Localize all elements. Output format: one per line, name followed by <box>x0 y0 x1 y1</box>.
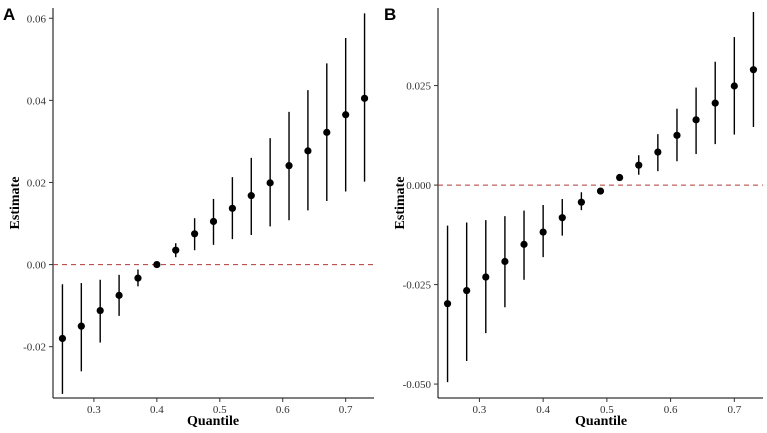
panel-b-estimate-point <box>673 131 681 139</box>
panel-b-x-tick-label: 0.6 <box>664 404 678 416</box>
panel-b-label: B <box>384 5 396 24</box>
panel-a-estimate-point <box>209 217 218 226</box>
panel-a-estimate-point <box>360 94 369 102</box>
panel-a-estimate-point <box>247 192 255 200</box>
panel-a-y-tick-label: 0.04 <box>27 95 47 107</box>
panel-a-marks <box>53 13 374 394</box>
panel-b-x-tick-label: 0.3 <box>473 404 487 416</box>
panel-a-estimate-point <box>153 260 161 269</box>
panel-b-estimate-point <box>654 148 662 156</box>
panel-a-estimate-point <box>266 179 274 187</box>
panel-b-estimate-point <box>520 240 528 248</box>
panel-a-y-axis-title: Estimate <box>8 177 23 230</box>
panel-b-estimate-point <box>539 228 547 236</box>
panel-a-estimate-point <box>96 306 104 315</box>
panel-a-x-tick-label: 0.7 <box>339 404 353 416</box>
panel-a-label: A <box>3 5 15 24</box>
panel-b-estimate-point <box>577 198 585 206</box>
panel-a-estimate-point <box>228 204 236 212</box>
panel-b-y-tick-label: 0.025 <box>406 81 431 93</box>
panel-b-x-tick-label: 0.5 <box>600 404 614 416</box>
panel-b: B 0.3 0.4 0.5 0.6 0.7-0.050-0.0250.0000.025 … <box>384 5 763 429</box>
panel-b-y-axis-title: Estimate <box>393 177 408 230</box>
panel-b-marks <box>438 11 763 383</box>
panel-a-ticks: 0.3 0.4 0.5 0.6 0.7 -0.02 0.00 0.02 0.04 0.06 <box>23 13 353 416</box>
panel-b-x-tick-label: 0.7 <box>727 404 741 416</box>
panel-a-y-tick-label: -0.02 <box>23 342 46 354</box>
panel-b-estimate-point <box>443 300 452 308</box>
panel-b-estimate-point <box>692 116 700 124</box>
panel-b-y-tick-label: -0.025 <box>403 280 432 292</box>
panel-b-estimate-point <box>730 82 738 90</box>
panel-b-ticks: 0.3 0.4 0.5 0.6 0.7 -0.050 -0.025 0.000 0.025 <box>403 81 742 416</box>
panel-b-estimate-point <box>616 173 624 182</box>
panel-a-x-tick-label: 0.5 <box>213 404 227 416</box>
panel-a-estimate-point <box>77 322 85 330</box>
panel-a-estimate-point <box>342 111 350 119</box>
panel-b-x-tick-label: 0.4 <box>536 404 550 416</box>
panel-a-y-tick-label: 0.02 <box>27 177 46 189</box>
panel-a-estimate-point <box>191 230 199 238</box>
panel-a-estimate-point <box>115 291 123 299</box>
panel-a-x-tick-label: 0.3 <box>87 404 101 416</box>
panel-a-estimate-point <box>304 147 312 155</box>
panel-a: A 0.3 0.4 0.5 0.6 0.7 -0.02 0.00 0.02 0.04 0.06 Q… <box>3 5 374 429</box>
panel-a-estimate-point <box>172 246 180 254</box>
panel-b-estimate-point <box>463 286 471 295</box>
panel-b-y-tick-label: 0.000 <box>406 180 431 192</box>
panel-a-x-tick-label: 0.6 <box>276 404 290 416</box>
panel-a-x-tick-label: 0.4 <box>150 404 164 416</box>
panel-b-estimate-point <box>558 214 566 222</box>
panel-b-estimate-point <box>711 99 719 107</box>
panel-b-estimate-point <box>749 66 758 74</box>
panel-a-estimate-point <box>58 334 67 343</box>
panel-b-y-tick-label: -0.050 <box>403 379 432 391</box>
panel-a-estimate-point <box>323 128 331 136</box>
panel-b-estimate-point <box>482 273 490 281</box>
panel-b-estimate-point <box>501 257 509 266</box>
panel-b-estimate-point <box>596 187 605 195</box>
panel-b-x-axis-title: Quantile <box>575 414 627 429</box>
panel-a-x-axis-title: Quantile <box>187 414 239 429</box>
panel-a-estimate-point <box>134 274 142 282</box>
panel-a-y-tick-label: 0.06 <box>27 13 47 25</box>
panel-a-estimate-point <box>285 162 293 170</box>
panel-a-y-tick-label: 0.00 <box>27 260 47 272</box>
panel-b-estimate-point <box>635 161 643 169</box>
